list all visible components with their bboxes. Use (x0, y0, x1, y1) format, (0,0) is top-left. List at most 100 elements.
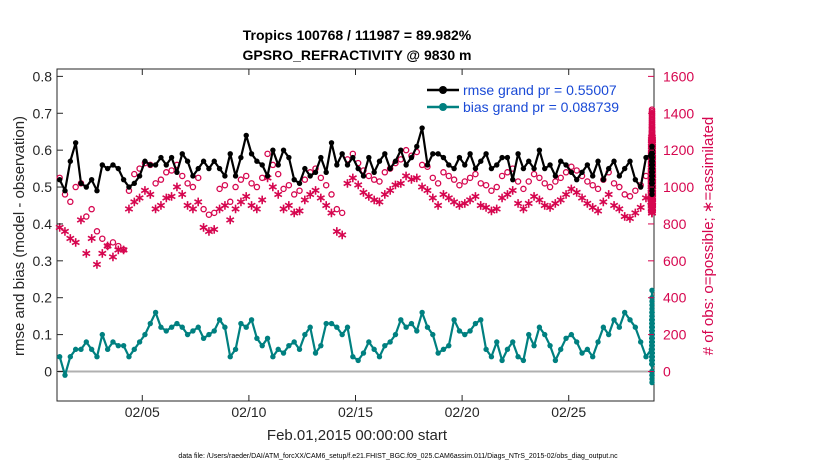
rmse-point (120, 176, 127, 183)
obs-assimilated-point: ∗ (267, 179, 278, 194)
bias-point (649, 350, 655, 356)
obs-assimilated-point: ∗ (647, 205, 658, 220)
obs-possible-point (285, 181, 293, 189)
y-left-tick-label: 0.2 (33, 290, 53, 306)
obs-assimilated-point: ∗ (427, 190, 438, 205)
obs-possible-point (72, 183, 79, 191)
bias-point (344, 324, 351, 330)
obs-assimilated-point: ∗ (166, 188, 177, 203)
rmse-point (632, 176, 639, 183)
rmse-point (649, 143, 655, 150)
bias-point (216, 317, 223, 323)
bias-point (366, 339, 372, 345)
bias-point (99, 331, 106, 338)
obs-assimilated-point: ∗ (134, 190, 145, 205)
rmse-point (467, 151, 473, 157)
obs-assimilated-point: ∗ (417, 179, 428, 194)
obs-assimilated-point: ∗ (385, 183, 396, 198)
bias-point (472, 320, 479, 327)
obs-possible-point (434, 180, 442, 187)
y-axis-left-ticks: 0 0.1 0.2 0.3 0.4 0.5 0.6 0.7 0.8 (33, 68, 63, 379)
obs-possible-point (472, 170, 479, 178)
bias-point (649, 313, 655, 319)
rmse-point (328, 140, 335, 146)
obs-possible-point (200, 205, 207, 213)
bias-point (600, 324, 607, 330)
obs-assimilated-point: ∗ (555, 192, 566, 207)
obs-assimilated-point: ∗ (647, 192, 658, 207)
bias-point (649, 357, 655, 364)
bias-point (296, 346, 303, 353)
bias-point (360, 350, 367, 356)
legend-rmse-marker (439, 86, 447, 94)
rmse-point (296, 180, 303, 187)
rmse-point (190, 173, 196, 179)
obs-assimilated-point: ∗ (470, 188, 481, 203)
bias-point (398, 317, 404, 323)
rmse-point (392, 158, 399, 164)
rmse-point (238, 154, 244, 161)
obs-possible-point (83, 213, 90, 220)
obs-possible-point (440, 169, 447, 176)
rmse-point (72, 140, 79, 146)
rmse-point (408, 154, 415, 161)
obs-possible-point (525, 178, 532, 185)
bias-point (649, 354, 655, 360)
rmse-point (184, 158, 191, 164)
rmse-point (574, 176, 580, 183)
obs-assimilated-point: ∗ (507, 183, 518, 198)
bias-point (259, 342, 265, 349)
obs-assimilated-point: ∗ (609, 197, 620, 212)
rmse-point (649, 151, 655, 157)
obs-possible-point (370, 176, 378, 183)
rmse-point (312, 169, 319, 175)
obs-assimilated-point: ∗ (299, 192, 310, 207)
obs-assimilated-point: ∗ (647, 199, 658, 214)
obs-possible-point (210, 209, 218, 217)
rmse-point (536, 147, 543, 153)
obs-assimilated-point: ∗ (577, 190, 588, 205)
bias-point (451, 317, 457, 323)
obs-assimilated-point: ∗ (321, 197, 332, 212)
obs-assimilated-point: ∗ (647, 192, 658, 207)
rmse-point (611, 158, 617, 164)
bias-point (590, 354, 596, 360)
rmse-point (67, 158, 74, 164)
y-left-tick-label: 0.6 (33, 142, 53, 158)
bias-point (254, 335, 260, 341)
bias-point (270, 354, 276, 360)
rmse-point (579, 169, 585, 175)
rmse-point (590, 173, 596, 179)
rmse-point (104, 165, 111, 172)
rmse-point (398, 147, 404, 153)
bias-point (147, 320, 153, 327)
obs-possible-point (381, 169, 389, 176)
obs-assimilated-point: ∗ (283, 197, 294, 212)
data-file-footer: data file: /Users/raeder/DAI/ATM_forcXX/… (178, 453, 618, 460)
rmse-point (510, 176, 516, 183)
rmse-point (446, 162, 452, 168)
rmse-point (371, 169, 377, 175)
obs-assimilated-point: ∗ (647, 196, 658, 211)
obs-assimilated-point: ∗ (353, 177, 364, 192)
obs-assimilated-point: ∗ (54, 220, 65, 235)
bias-point (136, 339, 143, 345)
rmse-point (216, 165, 223, 172)
obs-assimilated-point: ∗ (630, 205, 641, 220)
obs-possible-point (616, 183, 623, 191)
obs-assimilated-point: ∗ (529, 188, 540, 203)
obs-assimilated-point: ∗ (619, 209, 630, 224)
obs-assimilated-point: ∗ (497, 190, 508, 205)
obs-possible-point (488, 187, 495, 194)
rmse-point (62, 188, 68, 194)
obs-assimilated-point: ∗ (647, 199, 658, 214)
obs-possible-point (99, 235, 106, 242)
rmse-point (488, 165, 495, 172)
bias-point (488, 354, 495, 360)
bias-point (88, 346, 95, 353)
rmse-point (414, 143, 420, 150)
bias-point (56, 354, 63, 360)
rmse-point (376, 158, 383, 164)
obs-possible-point (168, 167, 175, 174)
chart-title-line1: Tropics 100768 / 111987 = 89.982% (243, 27, 472, 43)
